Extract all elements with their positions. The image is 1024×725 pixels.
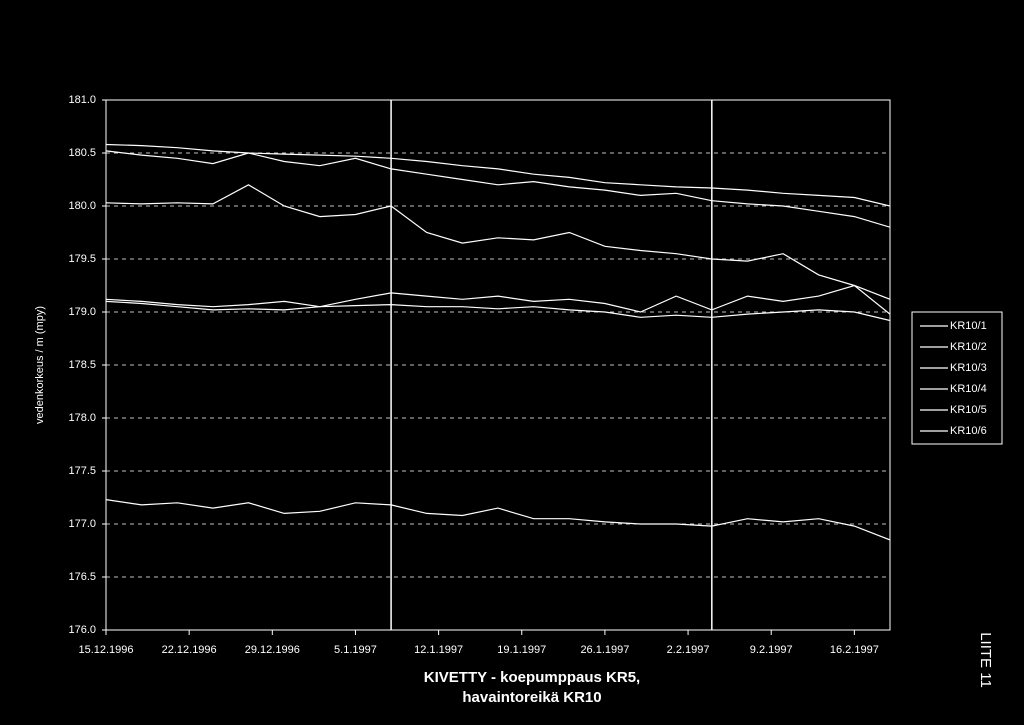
side-label: LIITE 11 — [977, 632, 994, 688]
y-tick-label: 176.5 — [68, 571, 96, 583]
series-line — [105, 284, 891, 315]
x-tick-label: 26.1.1997 — [580, 644, 629, 656]
series-line — [105, 143, 891, 207]
y-tick-label: 178.5 — [68, 359, 96, 371]
series-line — [105, 150, 891, 228]
x-tick-label: 15.12.1996 — [78, 644, 133, 656]
y-tick-label: 178.0 — [68, 412, 96, 424]
x-tick-label: 22.12.1996 — [162, 644, 217, 656]
y-axis-label: vedenkorkeus / m (mpy) — [34, 306, 46, 424]
series-line — [105, 499, 891, 541]
legend-label: KR10/5 — [950, 404, 987, 416]
legend-box — [911, 311, 1003, 445]
x-tick-label: 2.2.1997 — [667, 644, 710, 656]
legend-label: KR10/3 — [950, 362, 987, 374]
y-tick-label: 179.0 — [68, 306, 96, 318]
y-tick-label: 180.5 — [68, 147, 96, 159]
chart-subtitle: havaintoreikä KR10 — [462, 689, 601, 706]
y-tick-label: 179.5 — [68, 253, 96, 265]
series-line — [105, 300, 891, 322]
y-tick-label: 177.0 — [68, 518, 96, 530]
x-tick-label: 9.2.1997 — [750, 644, 793, 656]
legend-label: KR10/4 — [950, 383, 987, 395]
chart-title: KIVETTY - koepumppaus KR5, — [424, 669, 640, 686]
y-tick-label: 177.5 — [68, 465, 96, 477]
x-tick-label: 29.12.1996 — [245, 644, 300, 656]
y-tick-label: 176.0 — [68, 624, 96, 636]
y-tick-label: 180.0 — [68, 200, 96, 212]
legend-label: KR10/6 — [950, 425, 987, 437]
x-tick-label: 5.1.1997 — [334, 644, 377, 656]
x-tick-label: 12.1.1997 — [414, 644, 463, 656]
x-tick-label: 16.2.1997 — [830, 644, 879, 656]
series-line — [105, 184, 891, 300]
legend-label: KR10/2 — [950, 341, 987, 353]
x-tick-label: 19.1.1997 — [497, 644, 546, 656]
y-tick-label: 181.0 — [68, 94, 96, 106]
legend-label: KR10/1 — [950, 320, 987, 332]
